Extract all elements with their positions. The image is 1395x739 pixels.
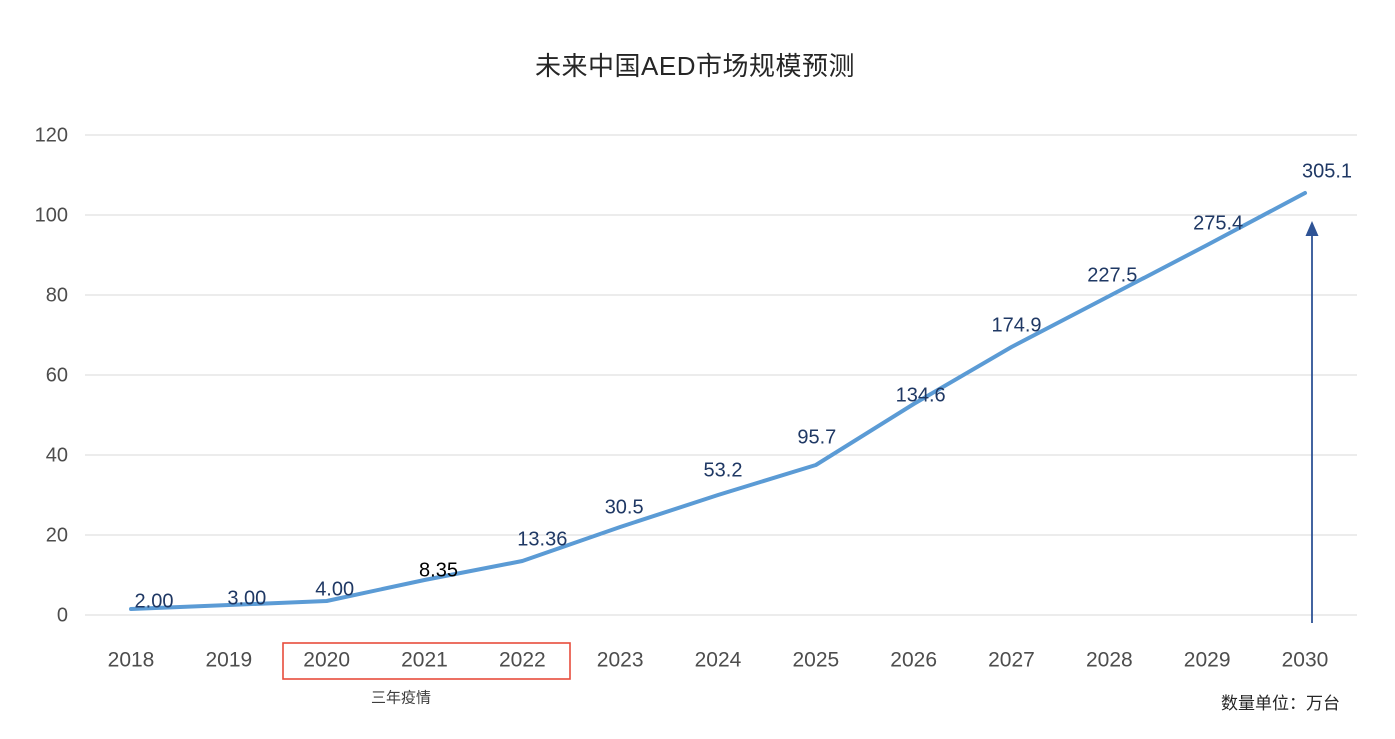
- y-tick-label: 40: [46, 444, 68, 466]
- series-line: [129, 191, 1307, 611]
- pandemic-annotation-label: 三年疫情: [370, 690, 432, 707]
- data-label: 95.7: [797, 426, 836, 448]
- data-label: 4.00: [315, 578, 354, 600]
- x-year-label: 2029: [1184, 649, 1231, 672]
- x-year-label: 2018: [108, 649, 155, 672]
- data-label: 134.6: [896, 384, 946, 406]
- y-tick-label: 120: [35, 124, 68, 146]
- value-arrow-head: [1305, 221, 1319, 236]
- x-year-label: 2019: [205, 649, 252, 672]
- y-tick-label: 60: [46, 364, 68, 386]
- chart-title: 未来中国AED市场规模预测: [535, 51, 855, 81]
- y-tick-label: 0: [57, 604, 68, 626]
- data-label: 305.1: [1302, 160, 1352, 182]
- data-label: 2.00: [135, 590, 174, 612]
- data-label: 3.00: [227, 587, 266, 609]
- x-year-label: 2030: [1282, 649, 1329, 672]
- data-label: 227.5: [1087, 264, 1137, 286]
- x-year-label: 2022: [499, 649, 546, 672]
- x-year-label: 2025: [792, 649, 839, 672]
- data-label: 8.35: [419, 559, 458, 581]
- y-tick-label: 80: [46, 284, 68, 306]
- data-label: 275.4: [1193, 212, 1243, 234]
- pandemic-highlight-box: [282, 642, 571, 680]
- unit-note: 数量单位：万台: [1221, 694, 1340, 713]
- x-year-label: 2023: [597, 649, 644, 672]
- x-year-label: 2026: [890, 649, 937, 672]
- x-year-label: 2024: [695, 649, 742, 672]
- data-label: 53.2: [704, 459, 743, 481]
- x-year-label: 2028: [1086, 649, 1133, 672]
- x-year-label: 2020: [303, 649, 350, 672]
- x-year-label: 2021: [401, 649, 448, 672]
- data-label: 174.9: [991, 314, 1041, 336]
- y-tick-label: 100: [35, 204, 68, 226]
- y-tick-label: 20: [46, 524, 68, 546]
- data-label: 13.36: [517, 528, 567, 550]
- x-year-label: 2027: [988, 649, 1035, 672]
- data-label: 30.5: [605, 496, 644, 518]
